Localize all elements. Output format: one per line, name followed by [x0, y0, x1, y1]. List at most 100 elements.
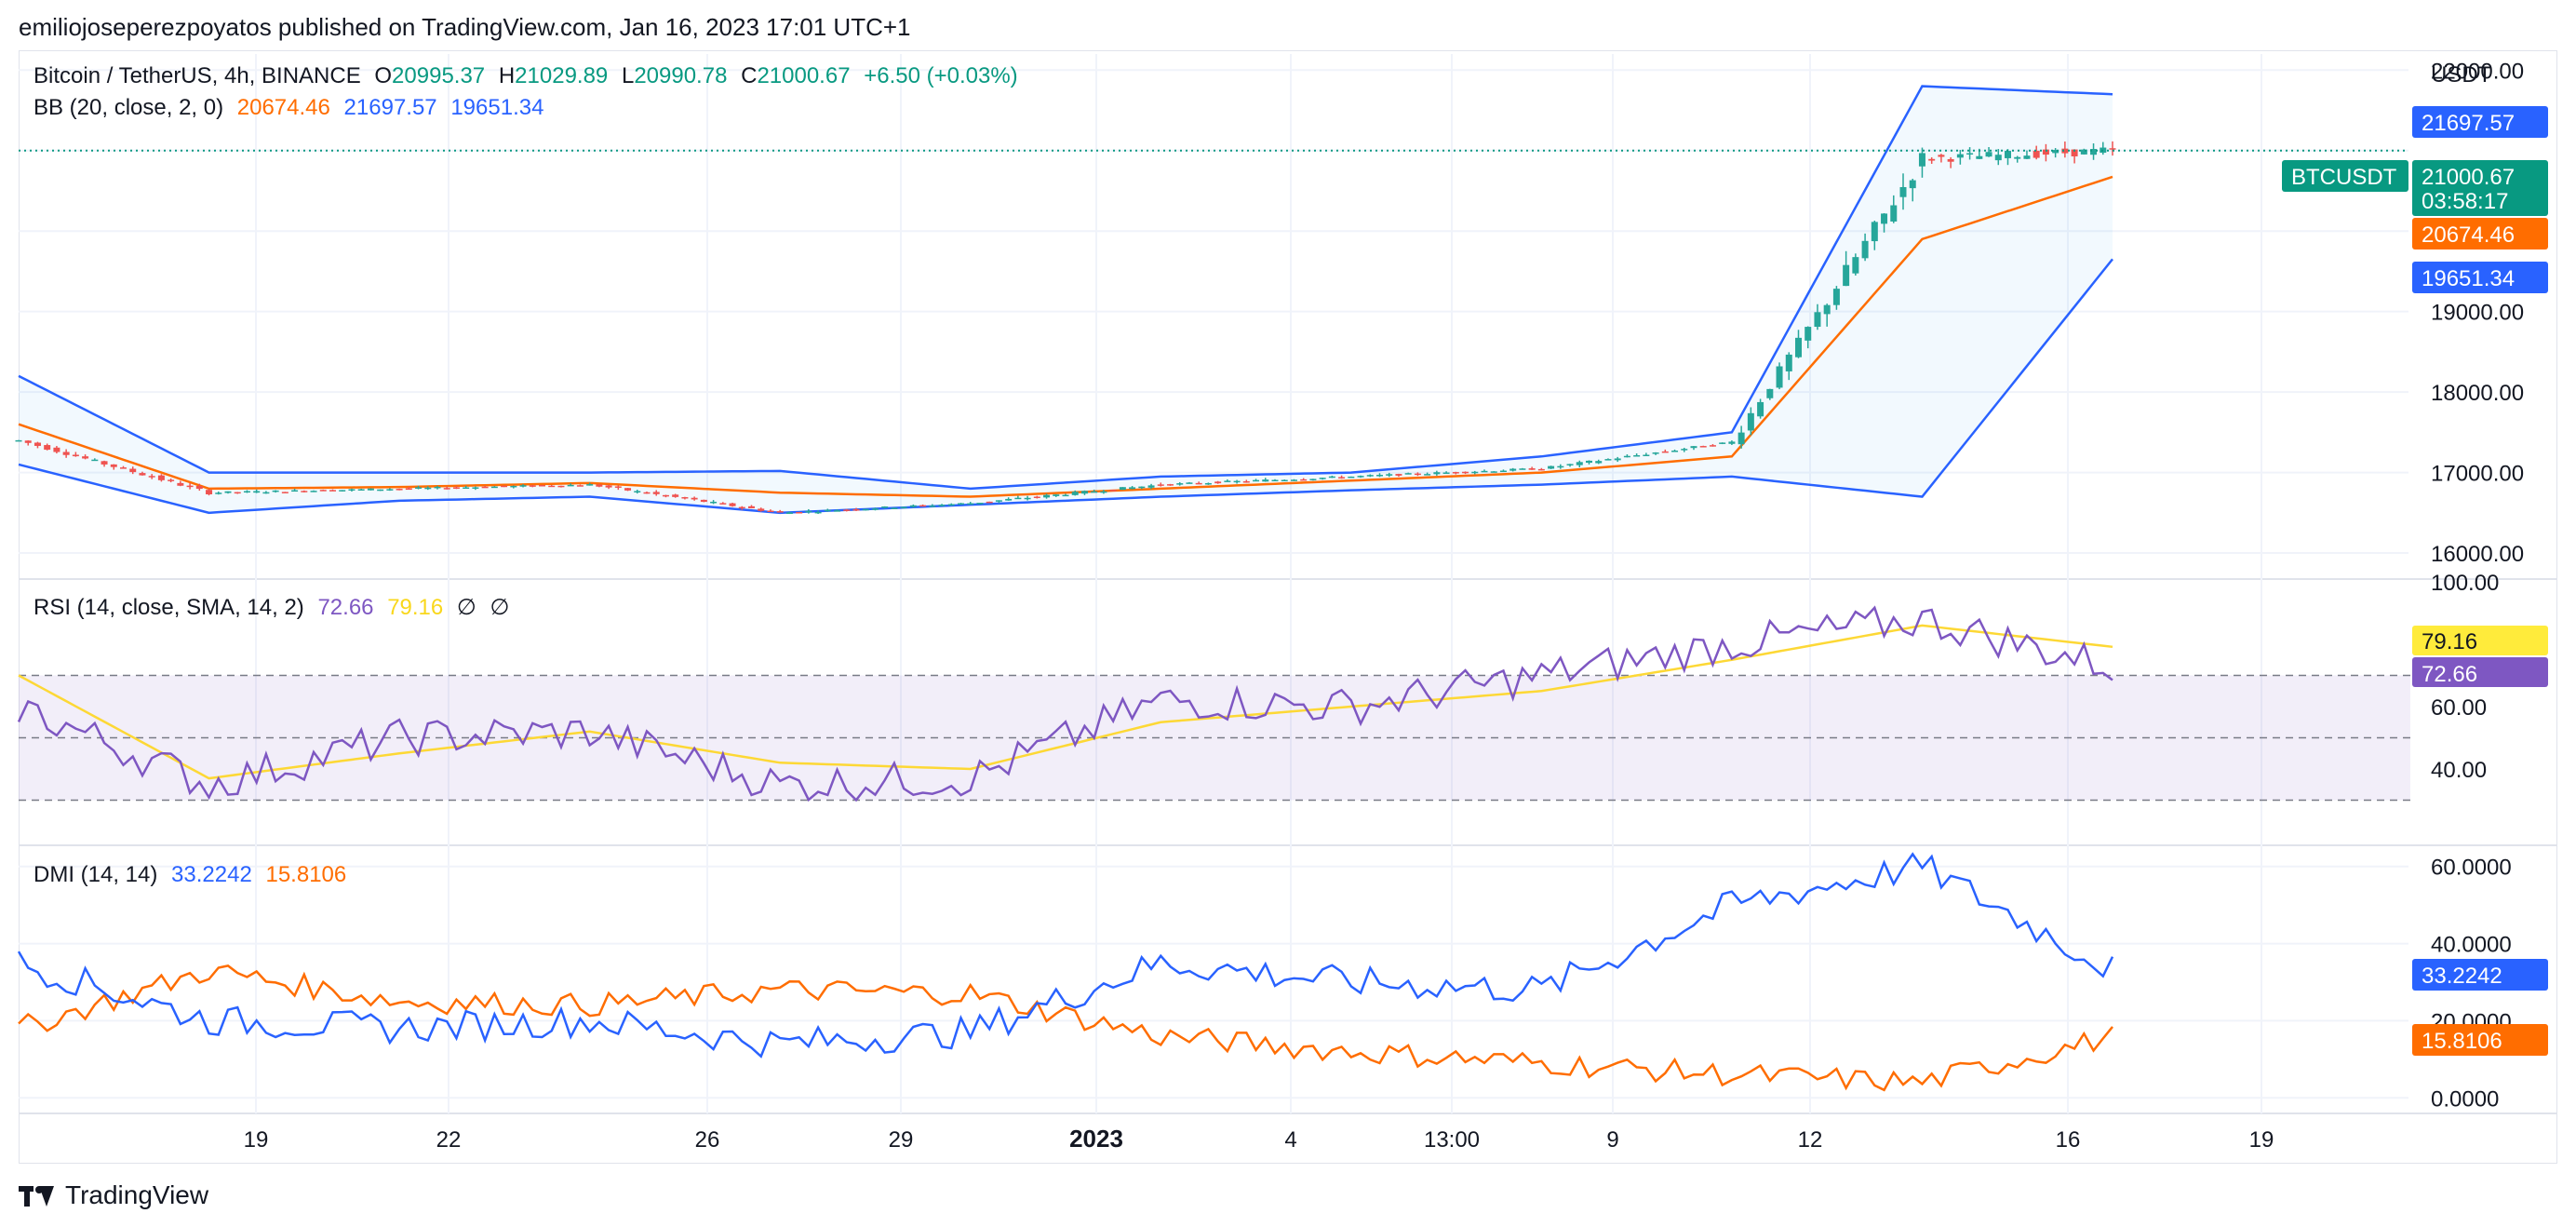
candle-body [1766, 388, 1774, 398]
bb-upper-tag-text: 21697.57 [2422, 111, 2515, 136]
bb-basis-line [18, 175, 2113, 498]
candle-body [1290, 479, 1297, 481]
candle-body [367, 488, 374, 491]
tradingview-logo-icon [19, 1182, 56, 1208]
candle-body [1595, 461, 1603, 464]
candle-body [1499, 470, 1507, 473]
rsi-legend[interactable]: RSI (14, close, SMA, 14, 2) 72.66 79.16 … [34, 594, 517, 621]
candle-body [91, 459, 99, 462]
candle-body [1681, 449, 1688, 451]
candle-body [377, 489, 384, 492]
rsi-ext1: ∅ [456, 595, 476, 620]
candle-body [891, 507, 898, 509]
candle-body [700, 499, 707, 503]
candle-body [596, 484, 603, 487]
footer-brand[interactable]: TradingView [19, 1180, 208, 1210]
candle-body [1100, 491, 1107, 493]
bb-basis-tag [2412, 218, 2548, 249]
candle-body [576, 485, 584, 487]
candle-body [139, 473, 146, 476]
candle-body [1699, 446, 1707, 448]
candle-body [386, 489, 394, 491]
candle-body [424, 487, 432, 490]
rsi-tag [2412, 657, 2548, 687]
bb-upper-line [18, 85, 2113, 491]
candle-body [405, 488, 412, 491]
dmi-legend[interactable]: DMI (14, 14) 33.2242 15.8106 [34, 862, 354, 888]
candle-body [1928, 158, 1936, 161]
rsi-value: 72.66 [317, 595, 374, 620]
rsi-band-fill [19, 675, 2410, 801]
candle-body [510, 485, 517, 488]
rsi-sma-tag [2412, 626, 2548, 655]
candle-body [1242, 480, 1250, 483]
candle-body [357, 489, 365, 491]
candle-body [776, 511, 784, 513]
candle-body [157, 475, 165, 480]
candle-body [1195, 482, 1202, 485]
candle-body [1918, 153, 1925, 167]
publisher-line: emiliojoseperezpoyatos published on Trad… [19, 13, 911, 41]
candle-body [501, 485, 508, 488]
candle-body [852, 508, 860, 511]
candle-body [967, 503, 974, 506]
candle-body [281, 492, 288, 493]
candle-body [1109, 490, 1117, 492]
rsi-axis-label: 40.00 [2431, 758, 2487, 783]
candle-body [224, 491, 232, 493]
candle-body [1157, 484, 1164, 486]
candle-body [1119, 487, 1126, 491]
candle-body [339, 490, 346, 492]
candle-body [567, 484, 574, 487]
candle-body [614, 486, 622, 488]
candle-body [1652, 452, 1659, 454]
candle-body [262, 492, 270, 494]
rsi-axis-label: 100.00 [2431, 571, 2499, 596]
candle-body [1053, 494, 1060, 496]
candle-body [1442, 472, 1450, 475]
candle-body [1005, 498, 1013, 501]
symbol-tag-text: BTCUSDT [2291, 165, 2397, 190]
candle-body [1452, 472, 1459, 474]
candle-body [1300, 479, 1308, 481]
candle-body [1262, 479, 1269, 482]
candle-body [1062, 494, 1069, 497]
candle-body [463, 487, 470, 490]
time-axis-label: 26 [695, 1127, 720, 1153]
candle-body [396, 489, 403, 491]
time-axis-label: 4 [1284, 1127, 1296, 1153]
candle-body [1186, 482, 1193, 484]
candle-body [2090, 149, 2098, 155]
candle-body [871, 508, 879, 510]
bb-legend[interactable]: BB (20, close, 2, 0) 20674.46 21697.57 1… [34, 95, 551, 121]
candle-body [995, 500, 1002, 502]
candle-body [843, 509, 851, 511]
candle-body [1357, 476, 1364, 478]
candle-body [729, 503, 736, 506]
candle-body [1014, 497, 1022, 500]
candle-body [919, 505, 927, 507]
dmi-minus-tag [2412, 1024, 2548, 1056]
candle-body [1490, 471, 1497, 473]
candle-body [557, 485, 565, 488]
candle-body [1785, 354, 1792, 371]
candle-body [1376, 475, 1383, 477]
candle-body [1386, 474, 1393, 476]
candle-body [929, 506, 936, 507]
bb-lower-value: 19651.34 [450, 95, 544, 120]
candle-body [148, 476, 155, 478]
price-axis-label: 17000.00 [2431, 462, 2524, 487]
dmi-axis-label: 0.0000 [2431, 1086, 2499, 1112]
last-price-tag-text: 21000.67 [2422, 165, 2515, 190]
candle-body [814, 511, 822, 514]
symbol-title[interactable]: Bitcoin / TetherUS, 4h, BINANCE [34, 63, 361, 88]
price-axis-label: 19000.00 [2431, 301, 2524, 326]
candle-body [1091, 491, 1098, 493]
open-value: 20995.37 [392, 63, 486, 88]
dmi-plus-value: 33.2242 [171, 862, 252, 887]
dmi-plus-tag-text: 33.2242 [2422, 964, 2502, 989]
candle-body [44, 445, 51, 451]
candle-body [862, 508, 869, 511]
candle-body [415, 487, 423, 489]
